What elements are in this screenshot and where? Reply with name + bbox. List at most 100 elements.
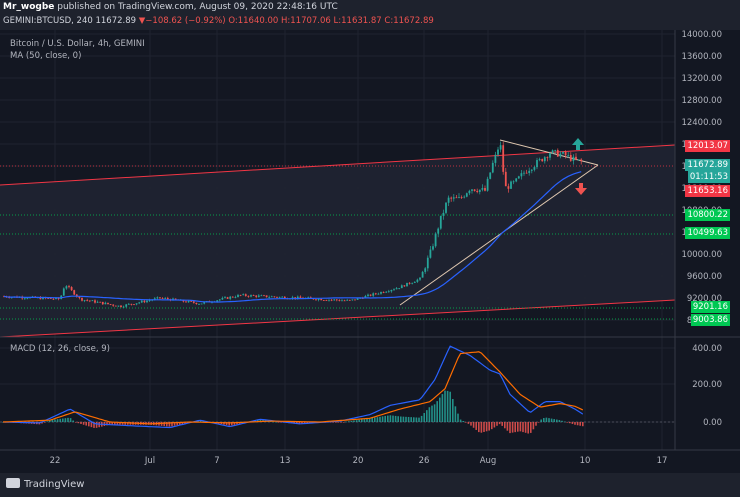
candle-up[interactable] (424, 268, 427, 272)
candle-up[interactable] (559, 153, 562, 157)
candle-up[interactable] (452, 197, 455, 199)
candle-up[interactable] (491, 162, 494, 173)
candle-up[interactable] (497, 149, 499, 155)
candle-up[interactable] (523, 172, 525, 174)
candle-down[interactable] (460, 197, 463, 198)
candle-down[interactable] (101, 301, 104, 305)
candle-down[interactable] (247, 295, 250, 297)
candle-up[interactable] (447, 197, 450, 203)
candle-down[interactable] (244, 294, 247, 296)
candle-up[interactable] (520, 173, 523, 177)
candle-down[interactable] (185, 301, 187, 303)
candle-up[interactable] (281, 296, 284, 298)
candle-down[interactable] (369, 294, 372, 296)
candle-up[interactable] (468, 190, 471, 194)
candle-up[interactable] (387, 291, 390, 293)
candle-up[interactable] (517, 176, 520, 179)
candle-up[interactable] (23, 298, 26, 300)
candle-up[interactable] (146, 300, 148, 303)
candle-down[interactable] (265, 295, 268, 298)
candle-down[interactable] (226, 297, 229, 299)
candle-up[interactable] (471, 189, 473, 191)
candle-down[interactable] (47, 298, 50, 299)
candle-down[interactable] (195, 302, 198, 305)
candle-down[interactable] (73, 290, 76, 295)
ma-legend[interactable]: MA (50, close, 0) (10, 51, 82, 61)
candle-up[interactable] (367, 294, 369, 297)
candle-down[interactable] (564, 151, 567, 156)
chart-title[interactable]: Bitcoin / U.S. Dollar, 4h, GEMINI (10, 39, 145, 49)
candle-up[interactable] (200, 303, 203, 305)
candle-up[interactable] (242, 294, 245, 296)
candle-down[interactable] (133, 304, 135, 306)
candle-up[interactable] (385, 291, 388, 293)
candle-down[interactable] (39, 297, 42, 300)
candle-up[interactable] (42, 297, 44, 300)
macd-axis[interactable]: 400.00 200.00 0.00 (692, 344, 722, 428)
candle-up[interactable] (135, 303, 138, 305)
candle-up[interactable] (413, 281, 416, 283)
candle-down[interactable] (504, 171, 507, 187)
candle-down[interactable] (78, 296, 81, 298)
candle-up[interactable] (307, 297, 310, 299)
candle-down[interactable] (263, 295, 265, 297)
time-axis[interactable]: 22 Jul 7 13 20 26 Aug 10 17 (50, 456, 668, 466)
candle-up[interactable] (260, 295, 263, 297)
candle-up[interactable] (237, 294, 239, 298)
candle-up[interactable] (351, 299, 354, 301)
candle-up[interactable] (83, 300, 86, 301)
candle-up[interactable] (198, 303, 200, 305)
candle-down[interactable] (192, 301, 195, 303)
candle-down[interactable] (166, 298, 169, 300)
candle-up[interactable] (153, 298, 156, 300)
candle-up[interactable] (218, 299, 221, 301)
candle-up[interactable] (117, 305, 120, 307)
candle-up[interactable] (528, 170, 531, 173)
candle-down[interactable] (109, 304, 112, 305)
candle-up[interactable] (398, 288, 401, 289)
candle-down[interactable] (484, 188, 486, 191)
candle-down[interactable] (239, 294, 242, 296)
candle-up[interactable] (442, 212, 445, 216)
candle-up[interactable] (372, 293, 375, 296)
candle-up[interactable] (478, 189, 481, 192)
candle-down[interactable] (348, 299, 351, 301)
candle-down[interactable] (161, 298, 164, 299)
candle-up[interactable] (429, 249, 432, 258)
candle-down[interactable] (88, 300, 91, 302)
candle-up[interactable] (533, 167, 536, 170)
candle-up[interactable] (445, 202, 447, 213)
triangle-lower-line[interactable] (399, 164, 599, 306)
candle-up[interactable] (55, 297, 57, 299)
candle-up[interactable] (416, 279, 419, 282)
candle-up[interactable] (549, 153, 551, 158)
candle-down[interactable] (276, 296, 278, 298)
candle-up[interactable] (317, 298, 320, 300)
candle-up[interactable] (530, 169, 533, 171)
candle-up[interactable] (434, 233, 437, 247)
candle-down[interactable] (374, 293, 377, 295)
candle-down[interactable] (273, 296, 276, 298)
candle-down[interactable] (86, 300, 89, 301)
candle-down[interactable] (320, 298, 323, 301)
candle-down[interactable] (403, 285, 406, 287)
candle-down[interactable] (112, 304, 115, 306)
candle-up[interactable] (291, 297, 294, 299)
candle-up[interactable] (250, 295, 252, 297)
candle-up[interactable] (62, 288, 65, 296)
candle-down[interactable] (354, 299, 356, 301)
candle-down[interactable] (502, 145, 505, 172)
candle-up[interactable] (512, 181, 515, 183)
candle-up[interactable] (463, 196, 466, 198)
candle-down[interactable] (114, 305, 117, 307)
chart-area[interactable]: 14000.00 13600.00 13200.00 12800.00 12400.00… (0, 30, 740, 473)
candle-down[interactable] (382, 292, 385, 293)
channel-upper-line[interactable] (0, 144, 676, 186)
candle-up[interactable] (486, 178, 489, 191)
macd-histogram[interactable] (2, 390, 584, 434)
candle-up[interactable] (229, 296, 232, 299)
candle-down[interactable] (335, 299, 338, 301)
candle-up[interactable] (562, 151, 564, 154)
candle-up[interactable] (515, 178, 518, 182)
candle-up[interactable] (268, 296, 271, 298)
